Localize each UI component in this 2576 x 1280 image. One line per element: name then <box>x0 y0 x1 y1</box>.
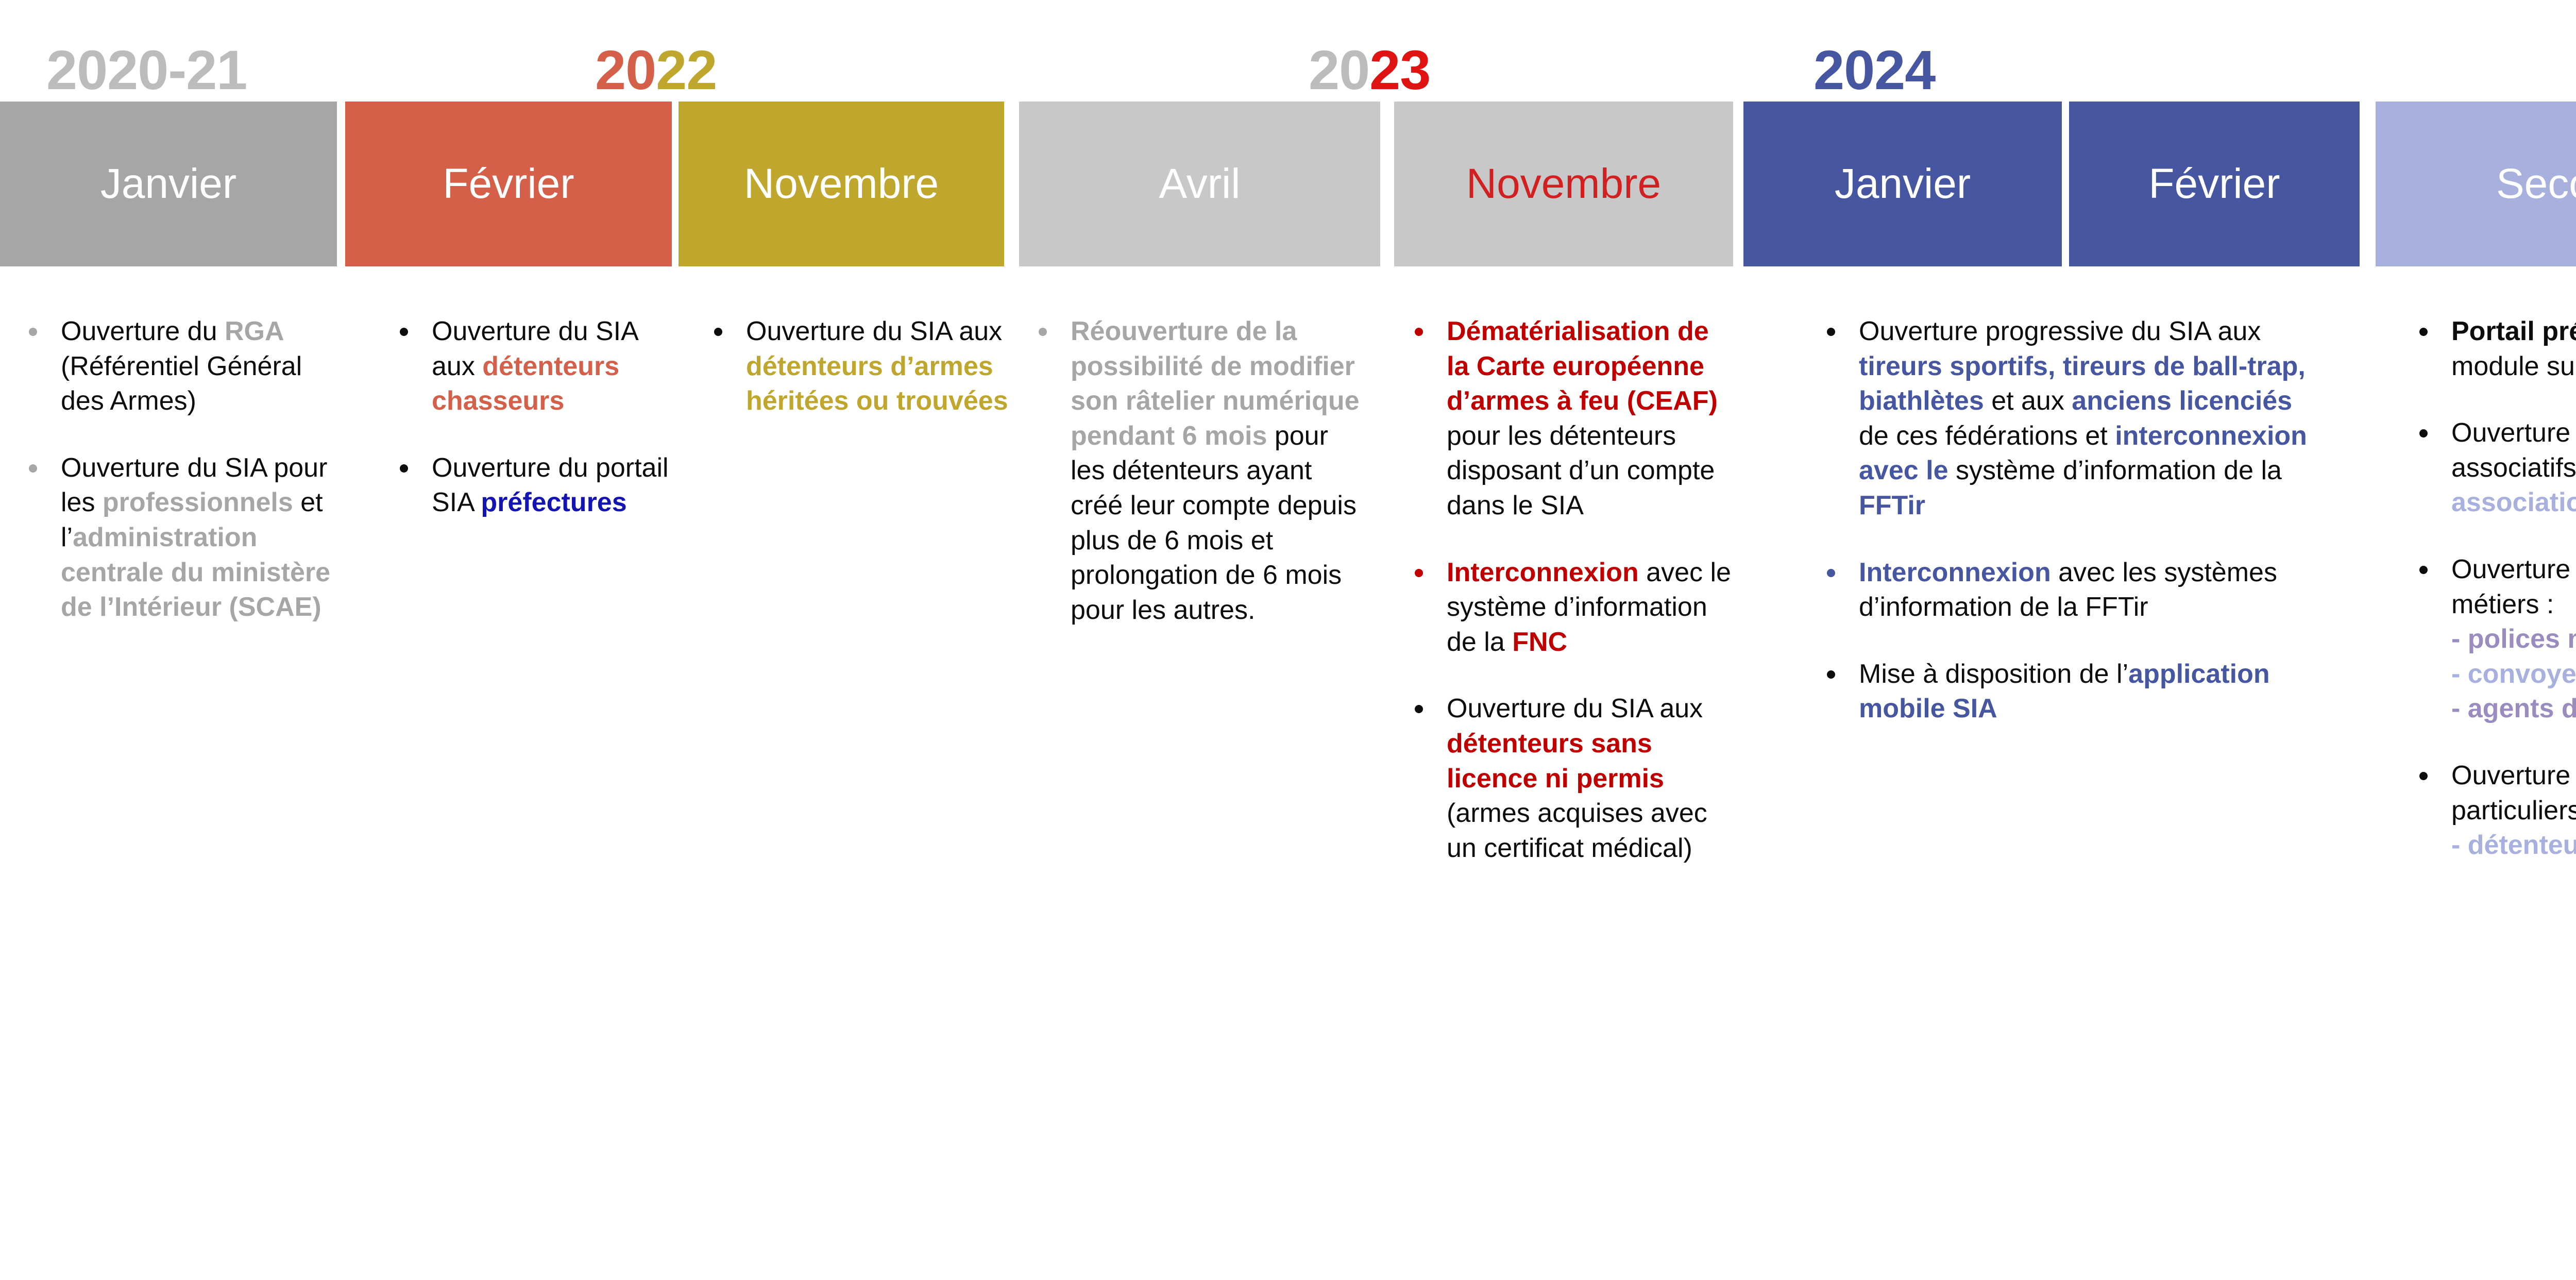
timeline-bullet-item: Mise à disposition de l’application mobi… <box>1819 657 2329 727</box>
band-label: Second semestre <box>2496 160 2576 207</box>
text-run: anciens licenciés <box>2072 386 2293 416</box>
timeline-bullet-item: Dématérialisation de la Carte européenne… <box>1406 314 1731 524</box>
band-label: Novembre <box>743 160 939 207</box>
timeline-period-band: Second semestre Février Janvier Novembre Avr… <box>0 102 2576 266</box>
text-run: application mobile SIA <box>1859 659 2270 724</box>
timeline-bullet-item: Ouverture du SIA pour les professionnels… <box>21 451 350 625</box>
timeline-bullet-item: Interconnexion avec le système d’informa… <box>1406 555 1731 660</box>
text-run: et l’ <box>61 487 323 552</box>
text-run: Dématérialisation de la Carte européenne… <box>1447 316 1718 416</box>
text-run: Ouverture progressive aux détenteurs mét… <box>2451 554 2576 619</box>
text-run: Ouverture du portail SIA <box>432 452 669 518</box>
year-segment: 2020-21 <box>46 39 247 101</box>
text-run: (armes acquises avec un certificat médic… <box>1447 798 1707 863</box>
year-labels-row: 2020-212022202320242025 <box>0 0 2576 98</box>
timeline-bullet-item: Ouverture du RGA (Référentiel Général de… <box>21 314 350 419</box>
text-run: Ouverture du SIA aux <box>1447 694 1703 724</box>
year-segment: 20 <box>1309 39 1370 101</box>
year-2024: 2024 <box>1814 39 1936 101</box>
text-run: détenteurs sans licence ni permis <box>1447 728 1664 794</box>
band-janvier-2021[interactable]: Janvier <box>0 102 337 266</box>
text-run: - détenteurs ultra-marins <box>2451 830 2576 861</box>
text-run: RGA <box>224 316 283 346</box>
timeline-bullet-item: Ouverture du SIA aux détenteurs d’armes … <box>706 314 1015 419</box>
band-label: Février <box>2148 160 2280 207</box>
band-label: Avril <box>1159 160 1241 207</box>
band-label: Novembre <box>1466 160 1662 207</box>
text-run: (Référentiel Général des Armes) <box>61 351 302 416</box>
band-label: Février <box>443 160 574 207</box>
text-run: détenteurs chasseurs <box>432 351 620 416</box>
timeline-bullet-item: Ouverture du SIA aux détenteurs chasseur… <box>392 314 680 419</box>
text-run: Réouverture de la possibilité de modifie… <box>1071 316 1360 451</box>
timeline-bullet-item: Ouverture du portail SIA préfectures <box>392 451 680 520</box>
text-run: Ouverture du SIA pour les <box>61 452 328 518</box>
column-fevrier-2022: Ouverture du SIA aux détenteurs chasseur… <box>392 314 680 552</box>
text-run: système d’information de la <box>1955 456 2282 486</box>
year-2022: 2022 <box>595 42 717 98</box>
text-run: Ouverture du SIA aux <box>746 316 1003 346</box>
timeline-bullet-item: Portail préfectures : Ouverture du modul… <box>2411 314 2576 384</box>
text-run: avec le système d’information de la <box>1447 557 1731 657</box>
text-run: - polices municipales <box>2451 624 2576 654</box>
band-label: Janvier <box>1834 160 1971 207</box>
text-run: Ouverture progressive du SIA aux <box>1859 316 2261 346</box>
text-run: Interconnexion <box>1447 557 1647 587</box>
year-segment: 23 <box>1369 39 1431 101</box>
text-run: et aux <box>1991 386 2072 416</box>
band-novembre-2023[interactable]: Novembre <box>1394 102 1733 266</box>
timeline-bullet-item: Ouverture du SIA aux détenteurs sans lic… <box>1406 692 1731 866</box>
timeline-bullet-item: Interconnexion avec les systèmes d’infor… <box>1819 555 2329 625</box>
text-run: Portail préfectures : <box>2451 316 2576 346</box>
year-segment: 20 <box>595 39 656 101</box>
text-run: Ouverture du module sur les injonctions … <box>2451 351 2576 381</box>
text-run: Interconnexion <box>1859 557 2059 587</box>
band-novembre-2022[interactable]: Novembre <box>679 102 1004 266</box>
timeline-bullet-item: Ouverture progressive aux détenteurs ass… <box>2411 416 2576 520</box>
text-run: FNC <box>1512 627 1568 657</box>
band-avril-2023[interactable]: Avril <box>1019 102 1380 266</box>
band-second-semestre[interactable]: Second semestre <box>2376 102 2576 266</box>
text-run: - agents de sécurité privée <box>2451 694 2576 724</box>
column-novembre-2023: Dématérialisation de la Carte européenne… <box>1406 314 1731 898</box>
text-run: FFTir <box>1859 490 1926 520</box>
year-segment: 2024 <box>1814 39 1936 101</box>
text-run: Ouverture du SIA aux <box>432 316 637 381</box>
text-run: pour les détenteurs ayant créé leur comp… <box>1071 420 1357 625</box>
band-fevrier-2024[interactable]: Février <box>2069 102 2360 266</box>
column-novembre-2022: Ouverture du SIA aux détenteurs d’armes … <box>706 314 1015 451</box>
timeline-bullet-item: Ouverture progressive aux détenteurs par… <box>2411 759 2576 863</box>
year-2023: 2023 <box>1309 39 1431 101</box>
band-fevrier-2022[interactable]: Février <box>345 102 672 266</box>
text-run: interconnexion avec le <box>1859 420 2307 486</box>
text-run: Mise à disposition de l’ <box>1859 659 2129 689</box>
text-run: fédérations, associations, clubs de tir <box>2451 487 2576 518</box>
column-janvier-2021: Ouverture du RGA (Référentiel Général de… <box>21 314 350 657</box>
column-janvier-2024: Ouverture progressive du SIA aux tireurs… <box>1819 314 2329 759</box>
text-run: Ouverture du <box>61 316 225 346</box>
text-run: tireurs sportifs, tireurs de ball-trap, … <box>1859 351 2306 416</box>
band-janvier-2024[interactable]: Janvier <box>1743 102 2062 266</box>
text-run: - convoyeurs de fonds <box>2451 659 2576 689</box>
text-run: Ouverture progressive aux détenteurs par… <box>2451 760 2576 826</box>
text-run: administration centrale du ministère de … <box>61 522 331 622</box>
timeline-bullet-item: Ouverture progressive aux détenteurs mét… <box>2411 552 2576 727</box>
text-run: de ces fédérations et <box>1859 420 2115 451</box>
text-run: professionnels <box>102 487 301 518</box>
timeline-bullet-item: Ouverture progressive du SIA aux tireurs… <box>1819 314 2329 524</box>
year-segment: 22 <box>656 39 717 101</box>
column-fevrier-2024: Portail préfectures : Ouverture du modul… <box>2411 314 2576 895</box>
text-run: pour les détenteurs disposant d’un compt… <box>1447 420 1715 520</box>
text-run: préfectures <box>481 487 627 518</box>
band-label: Janvier <box>100 160 237 207</box>
column-avril-2023: Réouverture de la possibilité de modifie… <box>1030 314 1360 660</box>
text-run: détenteurs d’armes héritées ou trouvées <box>746 351 1008 416</box>
timeline-bullet-item: Réouverture de la possibilité de modifie… <box>1030 314 1360 628</box>
timeline-content-columns: Ouverture du RGA (Référentiel Général de… <box>0 314 2576 1278</box>
text-run: Ouverture progressive aux détenteurs ass… <box>2451 418 2576 483</box>
year-2020-21: 2020-21 <box>46 42 247 98</box>
text-run: avec les systèmes d’information de la FF… <box>1859 557 2277 622</box>
